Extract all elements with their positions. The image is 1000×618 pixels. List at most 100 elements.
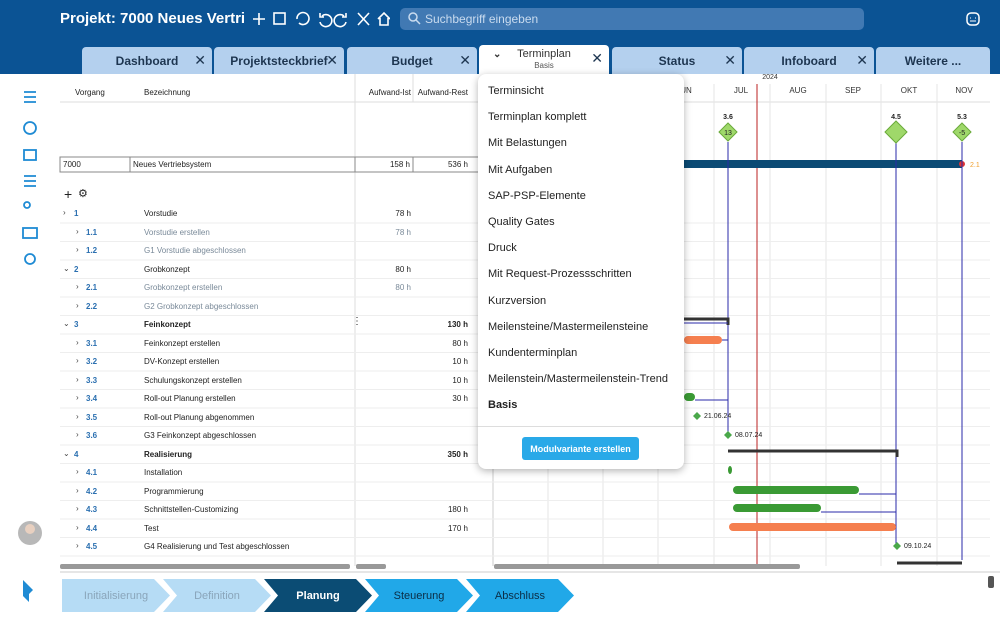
month-label: JUL [734, 86, 749, 95]
row-rest: 10 h [452, 357, 468, 366]
toolbar[interactable] [250, 8, 390, 30]
task-bar [733, 504, 821, 512]
sidebar [18, 91, 42, 602]
row-name: Realisierung [144, 449, 193, 459]
tab[interactable]: Infoboard ✕ [744, 47, 874, 74]
search-box[interactable] [400, 8, 864, 30]
menu-item[interactable]: Druck [488, 242, 517, 255]
tab-close[interactable]: ✕ [591, 50, 603, 66]
expand-toggle[interactable]: › [76, 226, 79, 236]
row-id: 3.5 [86, 412, 98, 422]
expand-toggle[interactable]: › [76, 485, 79, 495]
row-name: Feinkonzept [144, 320, 191, 329]
expand-toggle[interactable]: ⌄ [63, 448, 70, 458]
expand-toggle[interactable]: › [76, 337, 79, 347]
tab[interactable]: Weitere ... [876, 47, 990, 74]
expand-toggle[interactable]: › [76, 300, 79, 310]
expand-toggle[interactable]: › [76, 245, 79, 254]
expand-toggle[interactable]: ⌄ [63, 263, 70, 273]
expand-toggle[interactable]: ⌄ [63, 319, 70, 328]
expand-toggle[interactable]: › [63, 208, 66, 217]
tab-chevron[interactable]: ⌄ [493, 49, 502, 60]
menu-item[interactable]: SAP-PSP-Elemente [488, 189, 586, 202]
menu-item[interactable]: Meilenstein/Mastermeilenstein-Trend [488, 373, 668, 386]
tab-close[interactable]: ✕ [326, 52, 338, 68]
month-label: AUG [789, 86, 806, 95]
expand-toggle[interactable]: › [76, 356, 79, 365]
menu-item[interactable]: Mit Belastungen [488, 137, 567, 150]
phase-step[interactable]: Steuerung [365, 579, 473, 612]
phase-step[interactable]: Definition [163, 579, 271, 612]
milestone-diamond [718, 122, 738, 142]
row-id: 3.3 [86, 375, 98, 385]
summary-bracket [684, 317, 730, 325]
row-id: 2.2 [86, 301, 98, 311]
user-menu-icon[interactable] [966, 12, 980, 26]
row-name: Grobkonzept erstellen [144, 283, 223, 292]
row-id: 1 [74, 209, 79, 218]
row-id: 4.4 [86, 523, 98, 533]
row-id: 3.1 [86, 338, 98, 348]
menu-item[interactable]: Terminsicht [488, 85, 544, 97]
expand-toggle[interactable]: › [76, 522, 79, 532]
menu-item[interactable]: Kundenterminplan [488, 347, 578, 359]
row-id: 4.2 [86, 486, 98, 496]
expand-toggle[interactable]: › [76, 430, 79, 439]
settings-button[interactable]: ⚙ [78, 188, 88, 200]
column-header: Bezeichnung [144, 88, 191, 97]
phase-step[interactable]: Initialisierung [62, 579, 170, 612]
search-icon [408, 12, 421, 25]
tab-close[interactable]: ✕ [856, 52, 868, 68]
tab-close[interactable]: ✕ [194, 52, 206, 68]
phase-step[interactable]: Planung [264, 579, 372, 612]
expand-toggle[interactable]: › [76, 393, 79, 402]
summary-cell: 158 h [389, 160, 410, 169]
row-id: 2.1 [86, 283, 98, 292]
task-bar [684, 336, 722, 344]
tab[interactable]: Status ✕ [612, 47, 742, 74]
tab-close[interactable]: ✕ [459, 52, 471, 68]
row-rest: 180 h [447, 505, 468, 514]
column-header: Aufwand-Ist [368, 88, 411, 97]
row-id: 1.1 [86, 227, 98, 237]
expand-toggle[interactable]: › [76, 374, 79, 384]
scrollbar [988, 576, 994, 588]
trend-label: 2.1 [970, 162, 980, 169]
create-button[interactable]: Modulvariante erstellen [522, 437, 639, 460]
row-name: Programmierung [144, 486, 204, 496]
summary-bar [683, 160, 962, 168]
summary-cell: 536 h [447, 160, 468, 169]
tab[interactable]: Terminplan Basis ✕ ⌄ [479, 45, 609, 74]
expand-toggle[interactable]: › [76, 282, 79, 291]
phase-step[interactable]: Abschluss [466, 579, 574, 612]
scrollbar [60, 564, 350, 569]
tab[interactable]: Budget ✕ [347, 47, 477, 74]
expand-toggle[interactable]: › [76, 467, 79, 476]
row-id: 2 [74, 264, 79, 274]
tab[interactable]: Dashboard ✕ [82, 47, 212, 74]
menu-item[interactable]: Basis [488, 399, 518, 412]
menu-item[interactable]: Meilensteine/Mastermeilensteine [488, 320, 649, 333]
tab[interactable]: Projektsteckbrief ✕ [214, 47, 344, 74]
menu-item[interactable]: Quality Gates [488, 216, 555, 228]
row-name: Schnittstellen-Customizing [144, 505, 239, 514]
project-title: Projekt: 7000 Neues Vertri [60, 10, 246, 27]
expand-toggle[interactable]: › [76, 411, 79, 421]
row-id: 3 [74, 320, 79, 329]
row-rest: 170 h [447, 523, 468, 533]
add-button[interactable]: + [64, 186, 73, 202]
row-rest: 350 h [447, 449, 468, 459]
menu-separator [478, 426, 684, 427]
expand-toggle[interactable]: › [76, 504, 79, 513]
tab-close[interactable]: ✕ [724, 52, 736, 68]
tab-label: Projektsteckbrief [230, 53, 328, 68]
column-resize: ⋮ [352, 316, 362, 327]
menu-item[interactable]: Kurzversion [488, 294, 547, 307]
row-name: G1 Vorstudie abgeschlossen [144, 246, 246, 255]
menu-item[interactable]: Terminplan komplett [488, 111, 587, 124]
menu-item[interactable]: Mit Request-Prozessschritten [488, 268, 632, 281]
tab-sublabel: Basis [534, 61, 554, 70]
menu-item[interactable]: Mit Aufgaben [488, 163, 553, 176]
expand-toggle[interactable]: › [76, 541, 79, 550]
